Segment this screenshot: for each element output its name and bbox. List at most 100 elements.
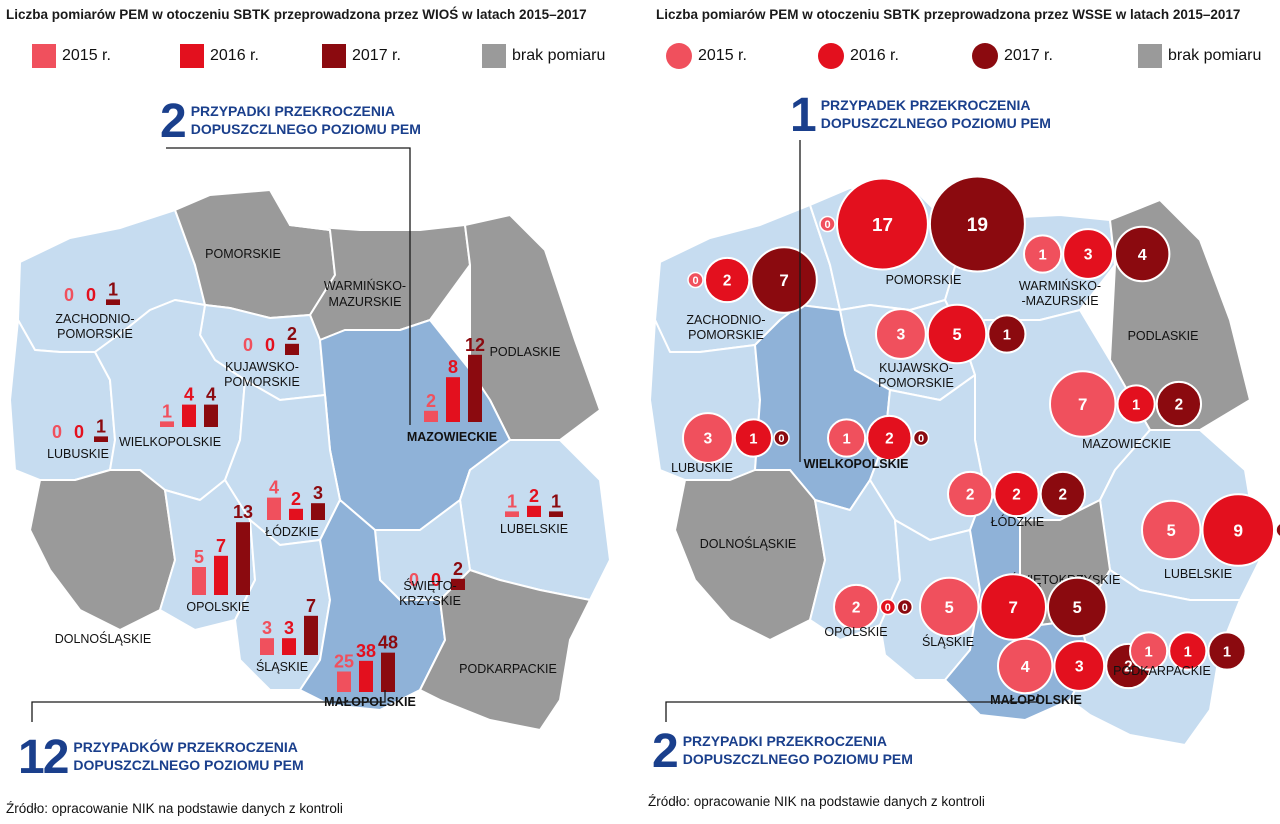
bar	[359, 660, 373, 692]
bubble	[1049, 370, 1117, 438]
label-pomorskie: POMORSKIE	[205, 247, 281, 261]
bubble	[875, 308, 927, 360]
bubble-value-label: 5	[945, 599, 954, 617]
region-label: MAŁOPOLSKIE	[990, 693, 1082, 707]
region-label: KUJAWSKO-	[879, 361, 953, 375]
bar	[446, 377, 460, 422]
bubble	[1023, 234, 1063, 274]
bar	[282, 638, 296, 655]
region-label: LUBUSKIE	[671, 461, 733, 475]
region-label: ZACHODNIO-	[55, 312, 134, 326]
callout-top-line2: DOPUSZCZLNEGO POZIOMU PEM	[820, 115, 1051, 131]
bubble-value-label: 2	[1175, 397, 1184, 414]
bubble-value-label: 0	[918, 433, 924, 445]
region-label: WIELKOPOLSKIE	[119, 435, 221, 449]
bar	[505, 511, 519, 517]
region-label-line2: -MAZURSKIE	[1021, 294, 1098, 308]
bar-group-opolskie: 57 13 OPOLSKIE	[186, 502, 253, 614]
region-label: LUBELSKIE	[1164, 567, 1232, 581]
bar-value-label: 0	[431, 570, 441, 590]
bubble-value-label: 1	[1132, 397, 1140, 413]
region-dolnoslaskie	[29, 469, 176, 631]
bubble-group-opolskie: 2 0 0 OPOLSKIE	[824, 583, 914, 639]
bubble-value-label: 2	[885, 431, 894, 448]
region-label: LUBUSKIE	[47, 447, 109, 461]
region-label: PODKARPACKIE	[1113, 664, 1211, 678]
bar-value-label: 4	[269, 478, 279, 498]
bubble-value-label: 0	[692, 275, 698, 287]
bar-value-label: 4	[184, 385, 194, 405]
bar-value-label: 25	[334, 652, 354, 672]
legend-item-2016: 2016 r.	[180, 40, 259, 72]
bar-value-label: 0	[86, 285, 96, 305]
bubble-value-label: 1	[749, 431, 757, 447]
legend-swatch-nodata	[482, 44, 506, 68]
bar-value-label: 1	[96, 416, 106, 436]
source-note: Źródło: opracowanie NIK na podstawie dan…	[648, 794, 985, 809]
region-label: WARMIŃSKO-	[1019, 278, 1101, 293]
legend-item-nodata: brak pomiaru	[1138, 40, 1261, 72]
bar-value-label: 4	[206, 385, 216, 405]
bubble-value-label: 5	[952, 326, 961, 344]
label-podkarpackie: PODKARPACKIE	[459, 662, 557, 676]
label-dolnoslaskie: DOLNOŚLĄSKIE	[700, 536, 797, 551]
bar-value-label: 1	[162, 401, 172, 421]
legend-swatch-2017	[972, 43, 998, 69]
bubble-value-label: 1	[842, 431, 850, 447]
bubble	[987, 314, 1027, 354]
bar	[204, 404, 218, 427]
region-label: ZACHODNIO-	[686, 313, 765, 327]
bubble-value-label: 3	[1084, 247, 1093, 264]
bubble	[1039, 470, 1086, 518]
bubble	[687, 271, 704, 289]
bubble-value-label: 7	[1009, 598, 1018, 617]
bar-value-label: 2	[426, 391, 436, 411]
bar-value-label: 13	[233, 502, 253, 522]
bubble	[773, 429, 790, 447]
bubble	[704, 256, 751, 304]
poland-map-wsse: PODLASKIE DOLNOŚLĄSKIE ŚWIĘTOKRZYSKIE 01…	[649, 140, 1280, 746]
bubble-value-label: 5	[1073, 599, 1082, 617]
region-label: POMORSKIE	[886, 273, 962, 287]
region-label-line2: POMORSKIE	[878, 376, 954, 390]
bubble	[827, 418, 867, 458]
legend-swatch-2016	[180, 44, 204, 68]
region-label: OPOLSKIE	[186, 600, 249, 614]
callout-bottom: 2 PRZYPADKI PRZEKROCZENIA DOPUSZCZLNEGO …	[652, 728, 913, 776]
legend-swatch-2015	[32, 44, 56, 68]
bubble-value-label: 1	[1223, 644, 1231, 660]
bubble-value-label: 1	[1038, 247, 1046, 263]
bubble	[733, 418, 773, 458]
bubble-group-lubelskie: 590LUBELSKIE	[1140, 493, 1280, 581]
bubble	[928, 175, 1026, 273]
bubble-value-label: 0	[778, 433, 784, 445]
bubble-value-label: 2	[1012, 487, 1021, 504]
bubble	[912, 429, 930, 447]
region-label-line2: POMORSKIE	[57, 327, 133, 341]
bar-value-label: 0	[265, 335, 275, 355]
callout-top-line2: DOPUSZCZLNEGO POZIOMU PEM	[190, 121, 421, 137]
bubble-group-małopolskie: 4 3 2 MAŁOPOLSKIE	[990, 637, 1152, 707]
bar-value-label: 8	[448, 357, 458, 377]
region-label: LUBELSKIE	[500, 522, 568, 536]
region-label: ŚLĄSKIE	[922, 634, 974, 649]
bar-value-label: 0	[409, 570, 419, 590]
bubble	[1116, 384, 1156, 424]
bubble	[997, 637, 1054, 695]
bubble-group-mazowieckie: 7 1 2 MAZOWIECKIE	[1049, 370, 1203, 451]
bar-group-mazowieckie: 28 12 MAZOWIECKIE	[407, 335, 497, 444]
legend-swatch-2016	[818, 43, 844, 69]
bar	[192, 567, 206, 595]
region-label-line2: POMORSKIE	[224, 375, 300, 389]
legend-swatch-2017	[322, 44, 346, 68]
region-label: WIELKOPOLSKIE	[804, 457, 909, 471]
region-label: ŚWIĘTO-	[403, 578, 456, 593]
bubble-group-lubuskie: 3 1 0 LUBUSKIE	[671, 412, 790, 475]
bar	[311, 503, 325, 520]
bubble	[819, 215, 836, 233]
bubble	[1140, 499, 1202, 561]
